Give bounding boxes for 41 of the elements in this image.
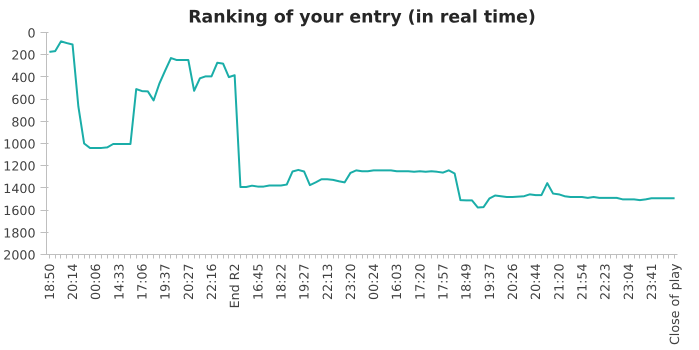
x-tick-label: 00:06	[88, 263, 104, 300]
x-tick-label: 21:54	[574, 263, 590, 300]
y-tick-label: 400	[11, 70, 36, 85]
x-tick-label: 14:33	[111, 263, 126, 300]
line-series	[48, 40, 676, 209]
x-tick-label: 23:41	[644, 263, 659, 300]
x-tick-label: 23:20	[342, 263, 358, 300]
chart-title: Ranking of your entry (in real time)	[188, 8, 536, 28]
x-tick-label: 20:27	[180, 263, 196, 300]
x-tick-label: 18:50	[42, 263, 57, 300]
y-tick-label: 1200	[3, 158, 36, 174]
x-tick-label: 18:49	[458, 263, 474, 300]
x-tick-label: 17:06	[134, 263, 150, 300]
x-tick-label: Close of play	[667, 262, 682, 346]
y-tick-label: 600	[11, 92, 36, 108]
x-tick-label: 17:20	[412, 263, 428, 300]
x-tick-label: 22:13	[320, 263, 335, 300]
y-tick-label: 200	[11, 48, 36, 63]
x-tick-label: 20:26	[505, 263, 520, 300]
x-tick-label: End R2	[227, 264, 242, 308]
y-tick-label: 800	[11, 114, 36, 130]
x-tick-label: 22:23	[598, 263, 613, 300]
x-tick-label: 19:37	[482, 263, 497, 300]
x-tick-label: 23:04	[620, 263, 636, 300]
x-tick-label: 19:37	[158, 263, 173, 300]
x-tick-label: 22:16	[204, 263, 219, 300]
y-tick-label: 1600	[3, 203, 36, 218]
x-tick-label: 16:45	[250, 263, 266, 300]
x-tick-label: 18:22	[273, 263, 288, 300]
y-tick-label: 2000	[3, 248, 36, 262]
x-tick-label: 21:20	[551, 263, 566, 300]
y-tick-label: 1000	[3, 136, 36, 152]
y-tick-label: 0	[27, 26, 36, 40]
x-tick-label: 19:27	[296, 263, 312, 300]
y-tick-label: 1400	[3, 180, 36, 196]
x-tick-label: 00:24	[366, 263, 382, 300]
y-tick-label: 1800	[3, 225, 36, 240]
x-tick-label: 20:44	[528, 263, 544, 300]
x-tick-label: 17:57	[436, 263, 451, 300]
x-tick-label: 20:14	[65, 263, 80, 300]
x-tick-label: 16:03	[389, 263, 404, 300]
